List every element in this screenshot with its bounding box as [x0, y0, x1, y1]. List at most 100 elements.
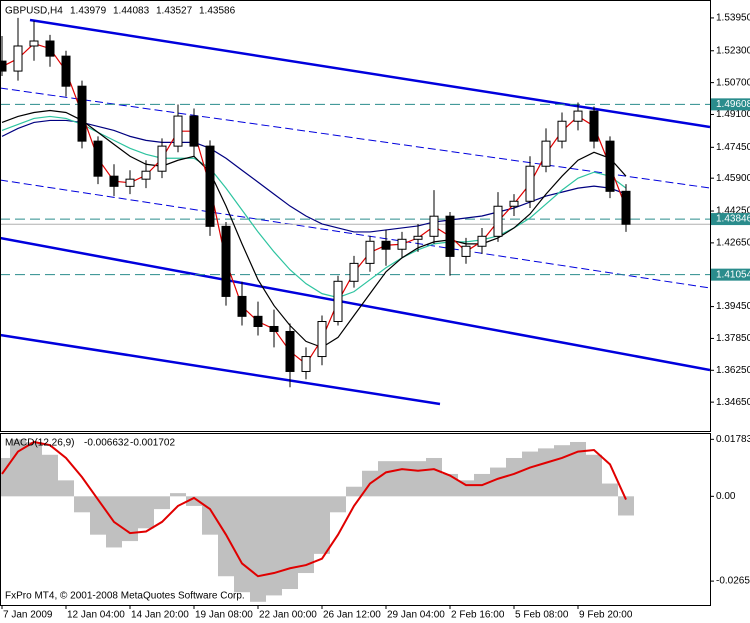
macd-bar [490, 467, 506, 497]
channel-line [0, 333, 441, 406]
macd-bar [314, 496, 330, 554]
price-pane [0, 17, 710, 388]
macd-bar [122, 496, 138, 542]
candle-body [461, 245, 471, 257]
candle-body [77, 85, 87, 142]
candle-body [525, 165, 535, 202]
candle-body [253, 315, 263, 327]
channel-line [29, 18, 710, 129]
moving-average-line [1, 119, 627, 233]
axes: 1.53950 1.52300 1.50700 1.49100 1.47450 1.459… [1, 13, 750, 621]
candle-body [29, 40, 39, 47]
y-tick-label: 1.34650 [716, 397, 750, 408]
y-tick-label: 1.52300 [716, 45, 750, 56]
x-tick-label: 9 Feb 20:00 [579, 610, 633, 621]
candle-body [237, 295, 247, 317]
y-tick-label: 1.50700 [716, 77, 750, 88]
macd-bar [154, 496, 170, 510]
candle-body [93, 140, 103, 177]
level-box [711, 213, 750, 226]
macd-bar [554, 445, 570, 497]
candle-body [13, 45, 23, 72]
y-tick-label: 1.42650 [716, 238, 750, 249]
y-tick-label: 1.44250 [716, 206, 750, 217]
price-frame [0, 0, 711, 432]
signal-line [1, 440, 627, 578]
x-tick-label: 19 Jan 08:00 [195, 610, 253, 621]
x-tick-label: 14 Jan 20:00 [131, 610, 189, 621]
macd-bar [330, 496, 346, 513]
macd-bar [426, 457, 442, 497]
candle-body [125, 178, 135, 187]
candle-body [141, 170, 151, 180]
x-tick-label: 29 Jan 04:00 [387, 610, 445, 621]
y-tick-label: 1.47450 [716, 142, 750, 153]
x-tick-label: 2 Feb 16:00 [451, 610, 505, 621]
candle-body [541, 140, 551, 167]
candle-body [477, 235, 487, 247]
candle-body [189, 115, 199, 147]
macd-frame [0, 433, 711, 606]
last-low: 1.43527 [156, 6, 193, 17]
macd-bar [282, 496, 298, 590]
level-label: 1.41054 [716, 269, 750, 280]
candle-body [221, 225, 231, 297]
y-tick-label: 1.49100 [716, 109, 750, 120]
candle-body [365, 240, 375, 264]
y-tick-label: 0.017833 [716, 434, 750, 445]
macd-bar [186, 496, 202, 506]
candle-body [557, 120, 567, 142]
candle-body [605, 140, 615, 192]
macd-bar [0, 457, 10, 497]
candle-body [509, 200, 519, 207]
level-box [711, 98, 750, 111]
level-label: 1.49608 [716, 99, 750, 110]
candle-body [397, 238, 407, 250]
macd-bar [250, 496, 266, 602]
symbol-title: GBPUSD,H4 [5, 6, 63, 17]
candle-body [45, 40, 55, 57]
macd-bar [506, 457, 522, 497]
moving-average-line [1, 115, 627, 299]
macd-bar [570, 441, 586, 497]
macd-bar [90, 496, 106, 535]
level-box [711, 268, 750, 281]
candle-body [317, 321, 327, 358]
candle-body [589, 110, 599, 142]
last-high: 1.44083 [113, 6, 150, 17]
macd-bar [10, 439, 26, 497]
candle-body [301, 356, 311, 372]
candle-body [173, 115, 183, 147]
macd-bar [538, 448, 554, 497]
x-tick-label: 22 Jan 00:00 [259, 610, 317, 621]
candle-body [349, 262, 359, 282]
signal-value: -0.001702 [130, 438, 175, 449]
y-tick-label: 1.53950 [716, 13, 750, 24]
candle-body [157, 145, 167, 172]
x-tick-label: 7 Jan 2009 [3, 610, 53, 621]
y-tick-label: 1.36250 [716, 365, 750, 376]
y-tick-label: 1.37850 [716, 333, 750, 344]
candle-body [429, 215, 439, 237]
candle-body [0, 60, 7, 72]
y-tick-label: 1.45900 [716, 173, 750, 184]
candle-body [445, 215, 455, 257]
macd-pane [0, 439, 634, 602]
macd-bar [378, 461, 394, 497]
macd-bar [298, 496, 314, 574]
macd-title: MACD(12,26,9) [5, 438, 74, 449]
macd-bar [618, 496, 634, 516]
last-open: 1.43979 [70, 6, 107, 17]
x-tick-label: 26 Jan 12:00 [323, 610, 381, 621]
macd-bar [202, 496, 218, 535]
level-label: 1.43846 [716, 214, 750, 225]
last-close: 1.43586 [199, 6, 236, 17]
y-tick-label: 0.00 [716, 491, 736, 502]
candle-body [493, 205, 503, 237]
macd-value: -0.006632 [84, 438, 129, 449]
y-tick-label: 1.39450 [716, 301, 750, 312]
x-tick-label: 5 Feb 08:00 [515, 610, 569, 621]
candle-body [333, 280, 343, 323]
macd-bar [602, 483, 618, 497]
